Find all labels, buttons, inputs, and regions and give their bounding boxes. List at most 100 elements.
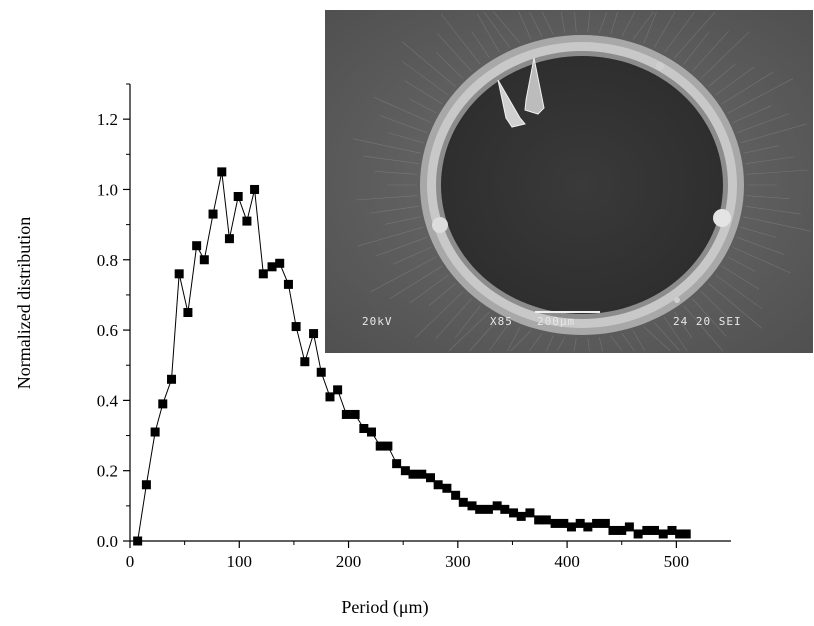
inset-streak [598, 337, 603, 352]
data-point [208, 209, 218, 219]
inset-streak [654, 11, 676, 48]
inset-streak [743, 145, 779, 154]
inset-streak [373, 96, 432, 124]
series-0 [133, 167, 691, 546]
data-point [283, 279, 293, 289]
data-point [375, 441, 385, 451]
inset-streaks [353, 11, 811, 352]
data-point [242, 216, 252, 226]
inset-streak [448, 311, 490, 352]
inset-streak [587, 337, 590, 352]
inset-streak [392, 246, 432, 265]
x-tick-label: 300 [445, 552, 471, 571]
data-point [267, 262, 277, 272]
inset-streak [414, 291, 464, 339]
inset-scale-label: 200μm [537, 315, 575, 328]
inset-streak [353, 138, 421, 154]
x-tick-label: 0 [126, 552, 135, 571]
x-tick-label: 500 [664, 552, 690, 571]
y-tick-label: 0.0 [97, 532, 118, 551]
data-point [642, 525, 652, 535]
data-point [451, 490, 461, 500]
inset-streak [518, 11, 532, 40]
data-point [624, 522, 634, 532]
data-point [309, 329, 319, 339]
inset-streak [654, 322, 680, 352]
y-tick-label: 0.4 [97, 391, 119, 410]
data-point [158, 399, 168, 409]
inset-streak [746, 169, 809, 175]
inset-streak [740, 123, 807, 144]
data-point [383, 441, 393, 451]
data-point [359, 424, 369, 434]
inset-particle [656, 62, 664, 70]
data-point [167, 374, 177, 384]
inset-streak [355, 195, 418, 201]
inset-streak [561, 11, 566, 33]
inset-probe-tip [497, 79, 526, 128]
inset-streak [708, 63, 736, 87]
inset-streak [683, 305, 724, 352]
data-point [333, 385, 343, 395]
inset-streak [708, 283, 763, 329]
data-point [174, 269, 184, 279]
data-point [650, 525, 660, 535]
data-point [250, 184, 260, 194]
axes [129, 84, 731, 542]
data-point [316, 367, 326, 377]
data-point [400, 466, 410, 476]
inset-streak [435, 298, 472, 340]
inset-particle [713, 209, 731, 227]
ticks [123, 83, 677, 548]
data-point [199, 255, 209, 265]
inset-id-label: 24 20 SEI [673, 315, 742, 328]
data-point [592, 518, 602, 528]
inset-streak [745, 205, 801, 215]
data-point [525, 508, 535, 518]
inset-streak [610, 11, 618, 35]
inset-streak [664, 11, 695, 53]
inset-streak [732, 246, 791, 274]
data-point [658, 529, 668, 539]
inset-streak [529, 333, 543, 352]
inset-streak [643, 326, 671, 352]
inset-streak [743, 216, 811, 232]
data-point [575, 518, 585, 528]
data-point [417, 469, 427, 479]
data-point [458, 497, 468, 507]
sem-inset-image: 20kV X85 200μm 24 20 SEI [325, 10, 813, 353]
data-point [433, 480, 443, 490]
x-axis-title: Period (μm) [341, 597, 428, 618]
data-point [442, 483, 452, 493]
inset-magnification-label: X85 [490, 315, 513, 328]
data-point [541, 515, 551, 525]
data-point [233, 191, 243, 201]
inset-streak [700, 291, 729, 318]
inset-streak [454, 305, 481, 339]
inset-streak [370, 205, 419, 214]
data-point [192, 241, 202, 251]
inset-streak [715, 66, 755, 96]
data-point [183, 308, 193, 317]
inset-streak [683, 31, 710, 65]
inset-streak [643, 11, 657, 44]
data-point [150, 427, 160, 437]
data-point [500, 504, 510, 514]
data-point [291, 322, 301, 332]
inset-streak [529, 11, 543, 37]
data-point [667, 525, 677, 535]
inset-streak [692, 30, 729, 72]
data-point [633, 529, 643, 539]
inset-streak [632, 11, 654, 40]
data-point [467, 501, 477, 511]
data-point [492, 501, 502, 511]
inset-streak [674, 311, 693, 339]
inset-streak [440, 13, 481, 65]
inset-streak [541, 11, 554, 35]
data-point [141, 480, 151, 490]
inset-streak [370, 256, 437, 292]
x-tick-label: 400 [554, 552, 580, 571]
inset-streak [727, 256, 756, 272]
inset-streak [715, 274, 762, 309]
data-point [133, 536, 143, 546]
